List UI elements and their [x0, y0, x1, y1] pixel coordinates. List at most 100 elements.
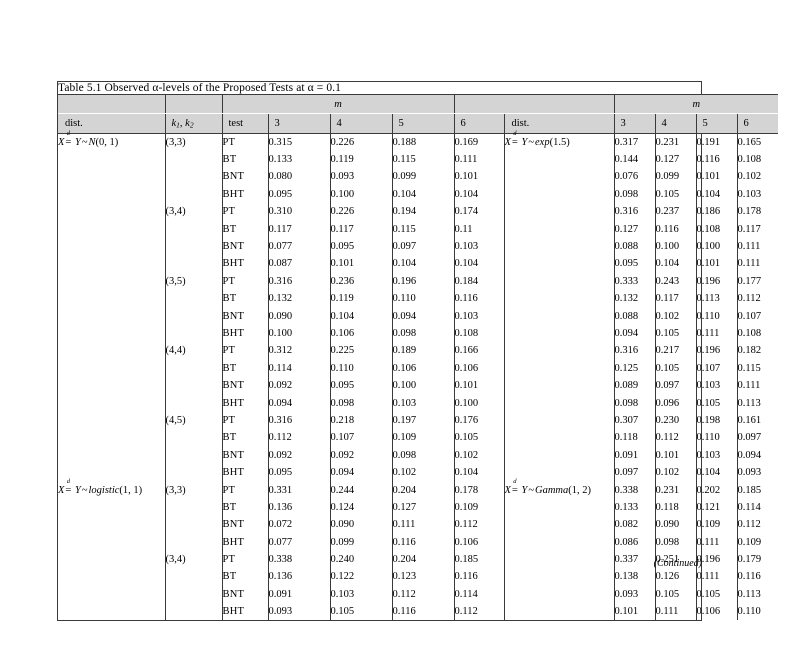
header-m-3-left: 3 — [267, 113, 330, 134]
alpha-value-right: 0.089 — [613, 376, 655, 395]
alpha-value-right: 0.138 — [613, 568, 655, 586]
alpha-value-left: 0.119 — [329, 290, 392, 308]
alpha-value-right: 0.112 — [736, 290, 779, 308]
test-name: PT — [221, 203, 268, 221]
alpha-value-left: 0.095 — [329, 237, 392, 256]
alpha-value-right: 0.317 — [613, 133, 655, 151]
alpha-value-right: 0.097 — [654, 376, 696, 395]
alpha-value-right: 0.118 — [654, 498, 696, 517]
test-name: BNT — [221, 237, 268, 256]
dist-label-right: X= d Y~Gamma(1, 2) — [503, 478, 614, 499]
header-m-5-left: 5 — [391, 113, 454, 134]
k1-k2-value — [164, 168, 222, 186]
test-name: BNT — [221, 446, 268, 464]
dist-cell-empty-left — [58, 273, 165, 290]
alpha-value-left: 0.110 — [391, 290, 454, 308]
alpha-value-left: 0.124 — [329, 498, 392, 517]
dist-cell-empty-right — [503, 255, 614, 273]
alpha-value-right: 0.094 — [613, 324, 655, 343]
alpha-value-right: 0.177 — [736, 272, 779, 291]
dist-cell-empty-right — [503, 203, 614, 221]
table-row: BNT 0.090 0.104 0.094 0.103 0.088 0.102 0.110 0.… — [58, 307, 779, 325]
table-row: BNT 0.077 0.095 0.097 0.103 0.088 0.100 0.100 0.… — [58, 237, 779, 256]
header-dist-right: dist. — [503, 113, 614, 134]
dist-cell-empty-right — [503, 168, 614, 186]
alpha-value-right: 0.110 — [695, 307, 737, 325]
alpha-value-left: 0.312 — [267, 342, 330, 360]
alpha-value-right: 0.116 — [695, 150, 737, 169]
alpha-value-left: 0.087 — [267, 255, 330, 273]
dist-cell-empty-right — [503, 359, 614, 377]
alpha-value-left: 0.136 — [267, 568, 330, 586]
alpha-value-left: 0.316 — [267, 272, 330, 291]
alpha-value-right: 0.093 — [736, 463, 779, 482]
test-name: BHT — [221, 394, 268, 412]
alpha-value-left: 0.103 — [453, 237, 504, 256]
alpha-value-left: 0.101 — [329, 255, 392, 273]
alpha-value-left: 0.226 — [329, 203, 392, 221]
dist-cell-empty-right — [503, 272, 614, 291]
dist-cell-empty-right — [503, 516, 614, 534]
k1-k2-value — [164, 307, 222, 325]
alpha-value-right: 0.114 — [736, 498, 779, 517]
alpha-value-left: 0.112 — [267, 429, 330, 447]
alpha-value-left: 0.176 — [453, 411, 504, 430]
alpha-value-right: 0.191 — [695, 133, 737, 151]
table-5-1: Table 5.1 Observed α-levels of the Propo… — [57, 81, 779, 622]
header-group-row: m m — [58, 94, 779, 114]
alpha-value-left: 0.166 — [453, 342, 504, 360]
table-row: (4,4) PT 0.312 0.225 0.189 0.166 0.316 0.217 0.1… — [58, 342, 779, 360]
alpha-value-right: 0.217 — [654, 342, 696, 360]
alpha-value-left: 0.116 — [391, 603, 454, 621]
header-dist-left: dist. — [58, 113, 165, 134]
alpha-value-right: 0.196 — [695, 342, 737, 360]
dist-cell-empty-left — [58, 516, 165, 533]
alpha-value-right: 0.112 — [736, 516, 779, 534]
dist-cell-empty-right — [503, 585, 614, 604]
alpha-value-left: 0.114 — [267, 359, 330, 377]
alpha-value-right: 0.101 — [613, 603, 655, 621]
alpha-value-right: 0.098 — [613, 185, 655, 204]
alpha-value-left: 0.136 — [267, 498, 330, 517]
alpha-value-left: 0.226 — [329, 133, 392, 151]
alpha-value-left: 0.116 — [391, 533, 454, 551]
dist-cell-empty-left — [58, 568, 165, 585]
alpha-value-left: 0.116 — [453, 290, 504, 308]
alpha-value-left: 0.111 — [391, 516, 454, 534]
k1-k2-value: (3,4) — [164, 203, 222, 221]
table-row: BT 0.136 0.122 0.123 0.116 0.138 0.126 0.111 0.1… — [58, 568, 779, 586]
alpha-value-left: 0.184 — [453, 272, 504, 291]
dist-cell-empty-right — [503, 463, 614, 482]
alpha-value-right: 0.102 — [654, 307, 696, 325]
test-name: PT — [221, 133, 268, 151]
header-m-4-left: 4 — [329, 113, 392, 134]
table-row: BT 0.114 0.110 0.106 0.106 0.125 0.105 0.107 0.1… — [58, 359, 779, 377]
alpha-value-right: 0.111 — [654, 603, 696, 621]
dist-cell-empty-left — [58, 464, 165, 481]
dist-cell-empty-left — [58, 412, 165, 429]
dist-cell-empty-left — [58, 360, 165, 377]
dist-cell-empty-right — [503, 376, 614, 395]
header-spacer-dist-right — [504, 94, 614, 114]
alpha-value-right: 0.230 — [654, 411, 696, 430]
test-name: PT — [221, 411, 268, 430]
alpha-value-right: 0.161 — [736, 411, 779, 430]
dist-cell-empty-right — [503, 220, 614, 238]
alpha-value-right: 0.126 — [654, 568, 696, 586]
table-row: BHT 0.093 0.105 0.116 0.112 0.101 0.111 0.106 0.… — [58, 603, 779, 621]
alpha-value-left: 0.080 — [267, 168, 330, 186]
alpha-value-left: 0.122 — [329, 568, 392, 586]
dist-cell-empty-right — [503, 446, 614, 464]
alpha-value-left: 0.107 — [329, 429, 392, 447]
alpha-value-right: 0.231 — [654, 133, 696, 151]
dist-cell-empty-right — [503, 150, 614, 169]
alpha-value-left: 0.091 — [267, 585, 330, 604]
alpha-value-right: 0.095 — [613, 255, 655, 273]
alpha-value-right: 0.108 — [736, 324, 779, 343]
k1-k2-value: (3,4) — [164, 550, 222, 569]
alpha-value-right: 0.237 — [654, 203, 696, 221]
alpha-value-right: 0.105 — [654, 359, 696, 377]
alpha-value-left: 0.194 — [391, 203, 454, 221]
test-name: PT — [221, 550, 268, 569]
dist-cell-empty-left — [58, 499, 165, 516]
